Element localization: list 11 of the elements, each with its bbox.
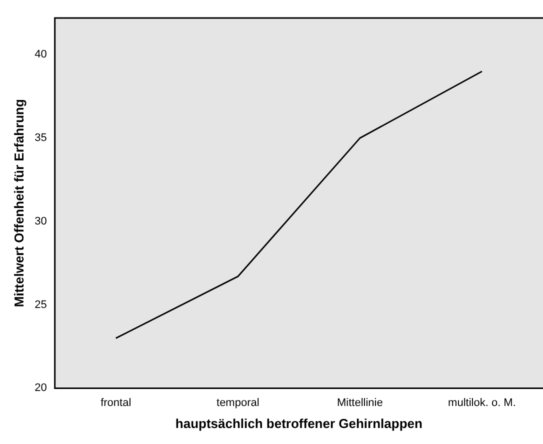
x-tick-label: frontal xyxy=(100,396,132,409)
x-tick-label: multilok. o. M. xyxy=(448,396,516,409)
x-axis-title: hauptsächlich betroffener Gehirnlappen xyxy=(175,416,422,431)
x-tick-label: temporal xyxy=(216,396,260,409)
y-tick-label: 30 xyxy=(34,215,47,228)
x-tick-label: Mittellinie xyxy=(337,396,383,409)
y-tick-label: 40 xyxy=(34,48,47,61)
y-tick-label: 25 xyxy=(34,298,47,311)
y-tick-label: 35 xyxy=(34,132,47,144)
y-tick-label: 20 xyxy=(34,382,47,394)
y-axis-title: Mittelwert Offenheit für Erfahrung xyxy=(11,99,26,308)
